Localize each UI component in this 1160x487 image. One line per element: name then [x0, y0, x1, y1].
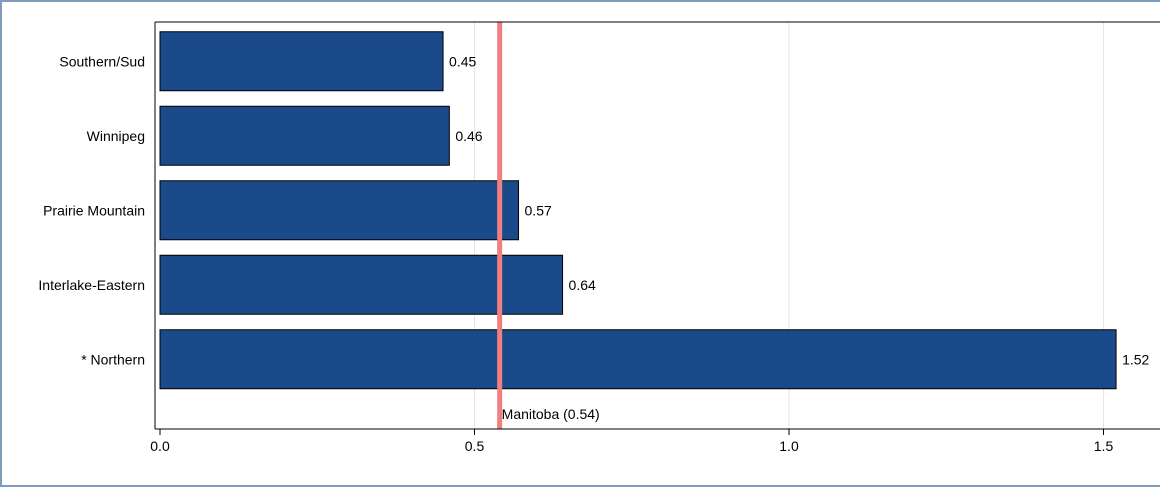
bar-4: [159, 329, 1117, 390]
category-labels: Southern/Sud Winnipeg Prairie Mountain Inte…: [38, 53, 145, 367]
bar-0: [159, 31, 444, 92]
category-label-2: Prairie Mountain: [43, 202, 145, 218]
value-label-4: 1.52: [1122, 351, 1149, 367]
bars: [159, 31, 1117, 390]
category-label-1: Winnipeg: [87, 128, 145, 144]
category-label-4: * Northern: [81, 351, 145, 367]
category-label-0: Southern/Sud: [59, 53, 145, 69]
value-label-1: 0.46: [455, 128, 482, 144]
x-tick-labels: 0.0 0.5 1.0 1.5: [150, 438, 1113, 454]
value-label-3: 0.64: [569, 277, 596, 293]
axes: [154, 21, 1160, 435]
x-tick-label-0: 0.0: [150, 438, 170, 454]
category-label-3: Interlake-Eastern: [38, 277, 145, 293]
value-label-0: 0.45: [449, 53, 476, 69]
reference-line-group: Manitoba (0.54): [497, 22, 600, 429]
x-tick-label-1: 0.5: [465, 438, 485, 454]
bar-3: [159, 254, 564, 315]
value-label-2: 0.57: [525, 202, 552, 218]
x-tick-label-3: 1.5: [1094, 438, 1114, 454]
reference-line-label: Manitoba (0.54): [502, 406, 600, 422]
value-labels: 0.45 0.46 0.57 0.64 1.52: [449, 53, 1149, 367]
x-tick-label-2: 1.0: [779, 438, 799, 454]
bar-2: [159, 180, 520, 241]
bar-1: [159, 105, 450, 166]
